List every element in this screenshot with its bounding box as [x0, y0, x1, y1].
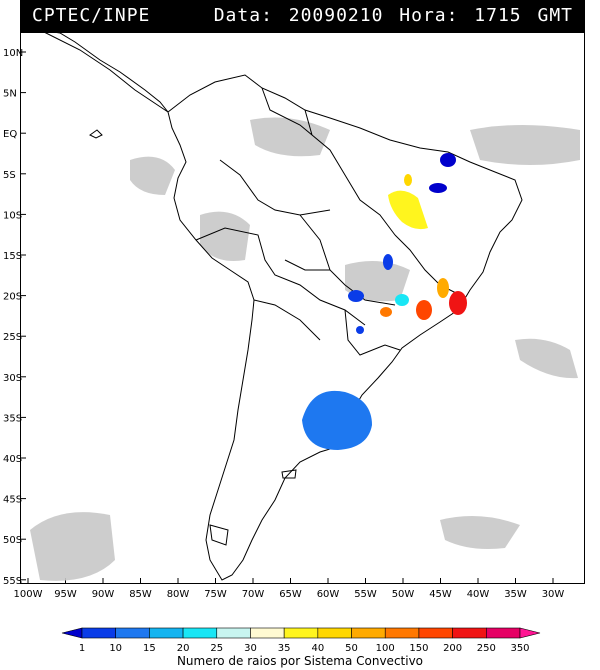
lat-label: 35S [3, 413, 22, 424]
system-goias [395, 294, 409, 306]
lon-label: 100W [14, 589, 43, 600]
colorbar-swatch [418, 627, 453, 639]
colorbar-swatch [486, 627, 521, 639]
colorbar-swatch [182, 627, 218, 639]
lat-label: 15S [3, 251, 22, 262]
lat-label: 45S [3, 495, 22, 506]
colorbar-arrow-left [61, 627, 83, 639]
system-piaui [440, 153, 456, 167]
lon-label: 60W [317, 589, 340, 600]
colorbar-label: 20 [177, 643, 190, 654]
colorbar: 1 10 15 20 25 30 35 40 50 100 150 200 250 350 [61, 627, 541, 654]
lat-label: 25S [3, 332, 22, 343]
colorbar-swatch [216, 627, 251, 639]
colorbar-label: 50 [345, 643, 358, 654]
colorbar-title: Numero de raios por Sistema Convectivo [176, 654, 424, 668]
south-america-outline [167, 74, 523, 581]
lat-label: 10N [3, 48, 23, 59]
lon-label: 35W [504, 589, 527, 600]
colorbar-label: 25 [210, 643, 223, 654]
lon-label: 75W [204, 589, 227, 600]
lon-label: 40W [467, 589, 490, 600]
convective-systems [302, 153, 467, 450]
lon-label: 90W [92, 589, 115, 600]
colorbar-swatch [81, 627, 116, 639]
cloud-areas [30, 117, 580, 581]
colorbar-label: 30 [244, 643, 257, 654]
system-parana [380, 307, 392, 317]
colorbar-label: 350 [510, 643, 529, 654]
system-bahia [388, 190, 428, 230]
system-paraguay [356, 326, 364, 334]
colorbar-arrow-right [519, 627, 541, 639]
system-ceara [429, 183, 447, 193]
colorbar-label: 250 [477, 643, 496, 654]
colorbar-label: 10 [109, 643, 122, 654]
system-mato-grosso [348, 290, 364, 302]
colorbar-swatch [250, 627, 285, 639]
colorbar-label: 15 [143, 643, 156, 654]
lon-label: 45W [429, 589, 452, 600]
lon-label: 65W [279, 589, 302, 600]
map-header: CPTEC/INPE Data: 20090210 Hora: 1715 GMT [20, 0, 585, 32]
lon-label: 85W [129, 589, 152, 600]
central-america-outline [39, 29, 169, 113]
lat-label: 30S [3, 373, 22, 384]
lat-label: 5S [3, 170, 16, 181]
source-label: CPTEC/INPE [32, 5, 151, 26]
system-mg-north [383, 254, 393, 270]
date-time-label: Data: 20090210 Hora: 1715 GMT [213, 5, 573, 26]
lat-label: EQ [3, 129, 17, 140]
lon-label: 80W [167, 589, 190, 600]
colorbar-label: 35 [278, 643, 291, 654]
lat-ticks: 10N 5N EQ 5S 10S 15S 20S 25S 30S 35S 40S 45S 50S 55S [3, 48, 26, 587]
colorbar-label: 200 [443, 643, 462, 654]
lon-label: 70W [242, 589, 265, 600]
colorbar-label: 1 [79, 643, 85, 654]
system-uruguay [302, 390, 372, 450]
colorbar-swatch [283, 627, 319, 639]
system-tocantins [404, 174, 412, 186]
lat-label: 55S [3, 576, 22, 587]
colorbar-label: 100 [376, 643, 395, 654]
lon-ticks: 100W 95W 90W 85W 80W 75W 70W 65W 60W 55W 50W 45W 40W… [14, 578, 565, 600]
islands [89, 129, 297, 546]
lat-label: 10S [3, 210, 22, 221]
lat-label: 50S [3, 535, 22, 546]
colorbar-swatch [317, 627, 352, 639]
colorbar-swatch [115, 627, 150, 639]
lon-label: 30W [542, 589, 565, 600]
system-rio [449, 291, 467, 315]
colorbar-label: 40 [311, 643, 324, 654]
lon-label: 55W [354, 589, 377, 600]
lat-label: 20S [3, 292, 22, 303]
system-minas [437, 278, 449, 298]
colorbar-swatch [149, 627, 184, 639]
lon-label: 95W [54, 589, 77, 600]
system-sao-paulo [416, 300, 432, 320]
borders [195, 87, 461, 356]
colorbar-label: 150 [409, 643, 428, 654]
colorbar-swatch [384, 627, 420, 639]
colorbar-swatch [452, 627, 487, 639]
lat-label: 40S [3, 454, 22, 465]
colorbar-swatch [351, 627, 386, 639]
lon-label: 50W [392, 589, 415, 600]
lat-label: 5N [3, 89, 17, 100]
